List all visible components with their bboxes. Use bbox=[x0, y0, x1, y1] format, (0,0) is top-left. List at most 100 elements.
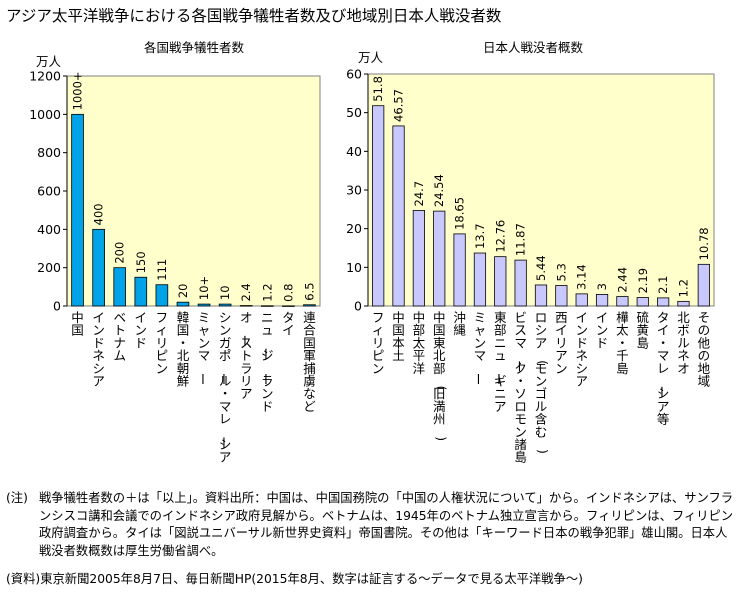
category-label: シンガポール・マレーシア bbox=[216, 310, 232, 465]
y-tick-label: 600 bbox=[37, 184, 61, 199]
bar-13 bbox=[616, 296, 629, 307]
bar-3 bbox=[113, 267, 127, 307]
bar-8 bbox=[218, 303, 232, 307]
bar-7 bbox=[494, 256, 507, 307]
category-label: ミャンマー bbox=[195, 310, 211, 385]
data-label: 1000+ bbox=[71, 71, 85, 110]
bar-9 bbox=[534, 284, 548, 307]
chart-title: 各国戦争犠牲者数 bbox=[144, 40, 245, 55]
category-label: ベトナム bbox=[113, 310, 126, 363]
data-label: 10 bbox=[218, 285, 232, 300]
bar-2 bbox=[392, 125, 405, 307]
data-label: 11.87 bbox=[514, 223, 528, 256]
category-label: 中国東北部(旧満州) bbox=[433, 310, 449, 441]
category-label: 北ボルネオ bbox=[677, 310, 690, 376]
y-tick-label: 50 bbox=[346, 105, 362, 120]
data-label: 2.44 bbox=[615, 267, 629, 293]
bar-4 bbox=[134, 276, 148, 307]
bar-14 bbox=[636, 297, 649, 307]
data-label: 10+ bbox=[197, 276, 211, 300]
bar-6 bbox=[473, 252, 487, 307]
category-label: タイ bbox=[282, 310, 295, 338]
bar-5 bbox=[155, 284, 169, 307]
notes-label: (注) bbox=[6, 491, 28, 505]
y-tick-label: 0 bbox=[53, 299, 61, 314]
category-label: その他の地域 bbox=[698, 310, 711, 389]
data-label: 46.57 bbox=[392, 89, 406, 122]
bar-12 bbox=[595, 293, 609, 307]
category-label: 沖縄 bbox=[453, 310, 466, 338]
category-label: インドネシア bbox=[92, 310, 105, 389]
bar-1 bbox=[372, 105, 385, 307]
bar-10 bbox=[260, 305, 274, 307]
data-label: 150 bbox=[134, 251, 148, 273]
data-label: 1.2 bbox=[260, 283, 274, 301]
category-label: 樺太・千島 bbox=[616, 310, 629, 376]
category-label: タイ・マレーシア等 bbox=[654, 310, 670, 427]
data-label: 10.78 bbox=[697, 227, 711, 260]
y-tick-label: 40 bbox=[346, 144, 362, 159]
category-label: フィリピン bbox=[372, 310, 385, 376]
data-label: 111 bbox=[155, 259, 169, 281]
category-label: ニュージーランド bbox=[258, 310, 274, 414]
plot-area bbox=[66, 75, 321, 307]
bar-16 bbox=[677, 300, 690, 307]
data-label: 5.3 bbox=[554, 263, 568, 281]
bar-15 bbox=[657, 297, 670, 307]
data-label: 3.14 bbox=[575, 264, 589, 290]
category-label: インド bbox=[135, 310, 148, 350]
y-tick-label: 200 bbox=[37, 260, 61, 275]
category-label: 中部太平洋 bbox=[413, 310, 426, 376]
data-label: 2.19 bbox=[636, 268, 650, 294]
y-tick-label: 10 bbox=[346, 260, 362, 275]
bar-11 bbox=[575, 293, 588, 307]
data-label: 24.7 bbox=[412, 181, 426, 207]
data-label: 200 bbox=[113, 242, 127, 264]
data-label: 1.2 bbox=[676, 279, 690, 297]
category-label: インドネシア bbox=[575, 310, 588, 389]
y-axis-unit: 万人 bbox=[358, 50, 384, 65]
bar-10 bbox=[555, 285, 568, 307]
bar-5 bbox=[453, 233, 466, 307]
bar-3 bbox=[412, 210, 425, 307]
bar-6 bbox=[176, 301, 190, 307]
data-label: 2.1 bbox=[656, 276, 670, 294]
data-label: 400 bbox=[92, 203, 106, 225]
data-label: 20 bbox=[176, 284, 190, 299]
category-label: 連合国軍捕虜など bbox=[303, 310, 316, 414]
category-label: 中国本土 bbox=[392, 310, 405, 363]
data-label: 6.5 bbox=[302, 282, 316, 300]
y-tick-label: 800 bbox=[37, 145, 61, 160]
y-axis-unit: 万人 bbox=[36, 54, 62, 69]
data-label: 24.54 bbox=[432, 174, 446, 207]
category-label: フィリピン bbox=[156, 310, 169, 376]
category-label: 韓国・北朝鮮 bbox=[177, 310, 190, 389]
data-label: 13.7 bbox=[473, 223, 487, 249]
category-label: ミャンマー bbox=[471, 310, 487, 385]
data-label: 18.65 bbox=[453, 197, 467, 230]
category-label: 西イリアン bbox=[555, 310, 568, 376]
y-tick-label: 20 bbox=[346, 221, 362, 236]
category-label: オーストラリア bbox=[237, 310, 253, 401]
chart-title: 日本人戦没者概数 bbox=[483, 40, 584, 55]
bar-12 bbox=[303, 304, 316, 307]
notes-text: 戦争犠牲者数の＋は「以上」。資料出所：中国は、中国国務院の「中国の人権状況につい… bbox=[39, 491, 734, 558]
bar-9 bbox=[239, 305, 253, 307]
category-label: 硫黄島 bbox=[637, 310, 650, 350]
bar-17 bbox=[697, 263, 710, 307]
data-label: 5.44 bbox=[534, 255, 548, 281]
source-text: (資料)東京新聞2005年8月7日、毎日新聞HP(2015年8月、数字は証言する… bbox=[6, 572, 583, 586]
bar-2 bbox=[92, 228, 105, 307]
bar-4 bbox=[433, 210, 446, 307]
bar-7 bbox=[197, 303, 211, 307]
y-tick-label: 1000 bbox=[29, 107, 61, 122]
chart-japanese-war-dead: 日本人戦没者概数 0 10 20 30 40 50 60 万人 51.8 フィリピン 46.57 中国本… bbox=[346, 40, 715, 465]
data-label: 51.8 bbox=[371, 76, 385, 102]
bar-8 bbox=[514, 259, 527, 307]
data-label: 0.8 bbox=[281, 284, 295, 302]
y-tick-label: 30 bbox=[346, 183, 362, 198]
y-tick-label: 0 bbox=[354, 299, 362, 314]
bar-11 bbox=[282, 305, 295, 307]
category-label: 中国 bbox=[71, 310, 84, 338]
